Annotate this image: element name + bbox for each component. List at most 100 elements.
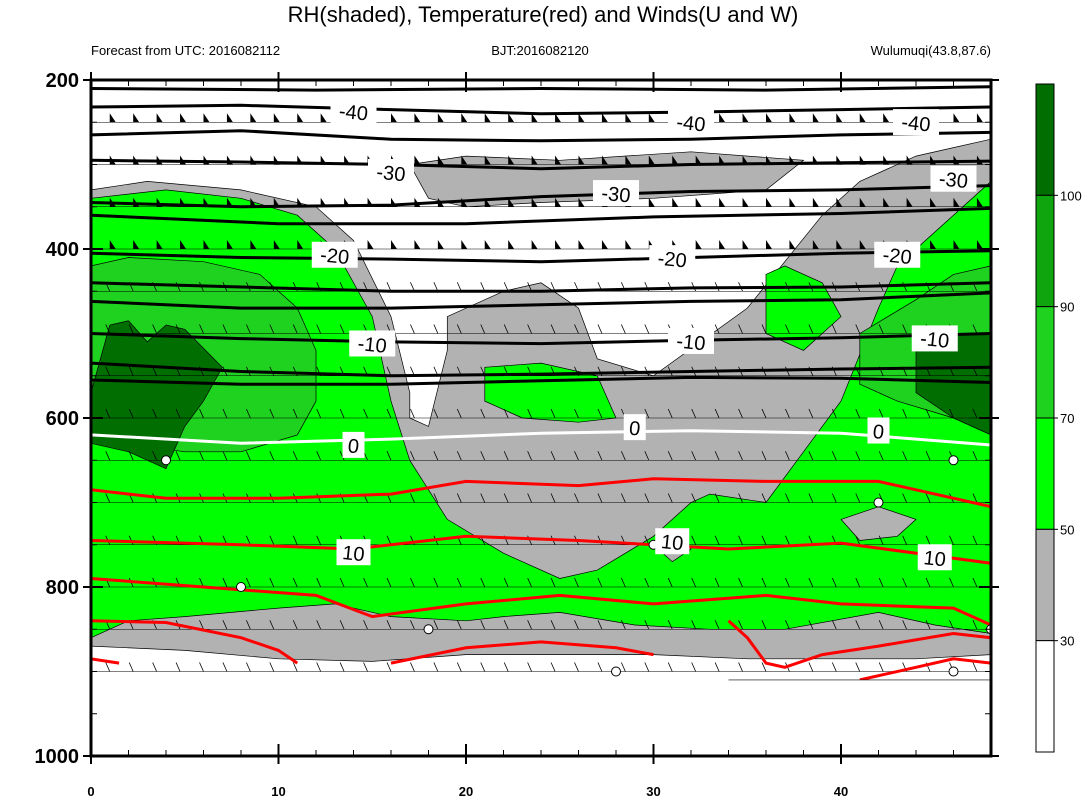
wind-flag <box>531 197 538 207</box>
wind-flag <box>883 113 890 123</box>
wind-flag <box>601 113 608 123</box>
wind-barb <box>949 408 954 419</box>
wind-flag <box>859 113 866 123</box>
colorbar-swatch <box>1035 528 1055 642</box>
wind-barb <box>480 408 486 419</box>
wind-barb <box>738 493 743 503</box>
contour-label-box <box>623 414 646 441</box>
wind-barb <box>386 662 392 672</box>
wind-flag <box>742 113 749 123</box>
wind-flag <box>695 155 702 165</box>
wind-barb <box>621 451 626 461</box>
wind-barb <box>410 577 415 588</box>
wind-flag <box>625 113 632 123</box>
wind-barb <box>550 408 556 419</box>
wind-barb <box>785 620 790 630</box>
wind-barb <box>831 451 837 461</box>
wind-barb <box>738 535 743 545</box>
wind-barb <box>644 620 650 630</box>
wind-barb <box>925 577 931 588</box>
wind-barb <box>128 408 134 419</box>
wind-barb <box>621 662 626 672</box>
wind-barb <box>761 408 767 419</box>
wind-barb <box>456 324 462 334</box>
wind-barb <box>972 451 978 461</box>
wind-flag <box>484 113 491 123</box>
wind-barb <box>761 577 767 588</box>
wind-flag <box>930 240 937 249</box>
wind-barb <box>410 324 415 334</box>
temp-contour--40 <box>91 129 991 143</box>
wind-barb <box>527 620 532 630</box>
wind-barb <box>972 324 978 334</box>
contour-label-box <box>893 109 939 136</box>
wind-barb <box>644 493 650 503</box>
wind-barb <box>761 662 767 672</box>
wind-barb <box>456 577 462 588</box>
wind-barb <box>433 324 439 334</box>
wind-barb <box>199 324 204 334</box>
wind-barb <box>269 324 275 334</box>
wind-barb <box>949 535 954 545</box>
wind-barb <box>831 620 837 630</box>
wind-flag <box>226 113 233 123</box>
y-tick-label: 200 <box>46 70 79 92</box>
wind-barb <box>714 324 720 334</box>
calm-marker <box>423 624 434 635</box>
contour-label: 0 <box>872 421 885 444</box>
wind-barb <box>597 577 603 588</box>
wind-barb <box>738 662 743 672</box>
wind-barb <box>105 451 111 461</box>
wind-barb <box>292 620 298 630</box>
wind-barb <box>550 620 556 630</box>
wind-barb <box>808 577 814 588</box>
wind-barb <box>902 408 907 419</box>
wind-barb <box>761 620 767 630</box>
wind-barb <box>925 620 931 630</box>
temp-contour-10 <box>91 534 991 565</box>
wind-barb <box>855 662 861 672</box>
wind-barb <box>527 324 532 334</box>
wind-barb <box>363 662 368 672</box>
wind-barb <box>714 535 720 545</box>
wind-barb <box>831 662 837 672</box>
wind-barb <box>667 620 673 630</box>
contour-label-box <box>311 241 358 268</box>
wind-barb <box>714 493 720 503</box>
wind-flag <box>297 197 304 207</box>
wind-barb <box>878 408 884 419</box>
wind-barb <box>410 282 415 292</box>
temp-contour--30 <box>91 158 991 171</box>
wind-flag <box>133 113 140 123</box>
rh-region-green100 <box>91 320 223 470</box>
wind-barb <box>246 451 251 461</box>
wind-flag <box>226 240 233 249</box>
wind-barb <box>410 493 415 503</box>
x-tick-label: 10 <box>271 784 285 799</box>
wind-barb <box>550 662 556 672</box>
wind-barb <box>386 282 392 292</box>
wind-flag <box>906 197 913 207</box>
wind-flag <box>625 240 632 249</box>
wind-barb <box>152 366 157 376</box>
wind-flag <box>976 197 983 207</box>
wind-barb <box>574 451 579 461</box>
wind-barb <box>456 282 462 292</box>
wind-barb <box>105 366 111 376</box>
wind-barb <box>972 408 978 419</box>
wind-barb <box>902 577 907 588</box>
colorbar-tick-label: 30 <box>1060 634 1074 649</box>
wind-barb <box>550 493 556 503</box>
wind-barb <box>738 620 743 630</box>
wind-barb <box>292 408 298 419</box>
wind-flag <box>226 197 233 207</box>
wind-flag <box>555 197 562 207</box>
temp-contour--20 <box>91 249 991 264</box>
contour-label-box <box>867 417 890 444</box>
wind-barb <box>691 577 697 588</box>
calm-marker <box>948 666 959 677</box>
colorbar-swatch <box>1035 417 1055 530</box>
temp-contour--10 <box>91 375 991 386</box>
wind-barb <box>550 451 556 461</box>
wind-flag <box>273 240 280 249</box>
